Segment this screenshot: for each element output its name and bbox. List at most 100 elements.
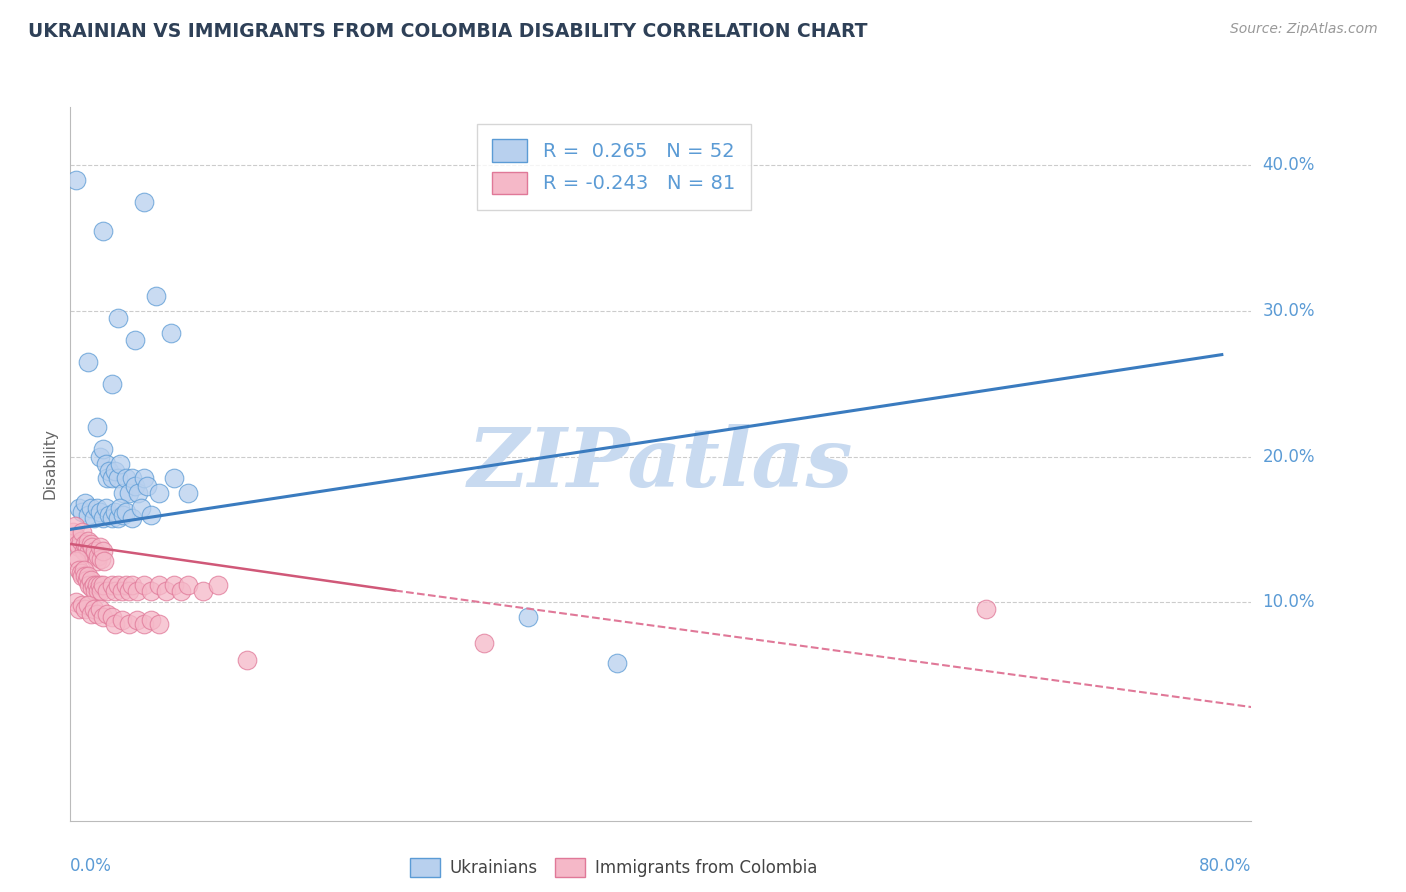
- Point: [70, 598, 93, 612]
- Point: [90, 583, 112, 598]
- Point: [86, 578, 108, 592]
- Point: [91, 442, 114, 457]
- Point: [124, 478, 146, 492]
- Point: [89, 602, 111, 616]
- Point: [125, 583, 148, 598]
- Point: [63, 519, 86, 533]
- Point: [94, 500, 117, 515]
- Point: [96, 471, 118, 485]
- Point: [80, 500, 103, 515]
- Point: [67, 500, 90, 515]
- Text: 40.0%: 40.0%: [1263, 156, 1315, 174]
- Point: [75, 496, 96, 510]
- Y-axis label: Disability: Disability: [42, 428, 58, 500]
- Text: UKRAINIAN VS IMMIGRANTS FROM COLOMBIA DISABILITY CORRELATION CHART: UKRAINIAN VS IMMIGRANTS FROM COLOMBIA DI…: [28, 22, 868, 41]
- Point: [107, 578, 129, 592]
- Point: [77, 569, 100, 583]
- Point: [75, 602, 96, 616]
- Point: [75, 537, 96, 551]
- Point: [97, 464, 120, 478]
- Point: [107, 510, 129, 524]
- Point: [87, 583, 110, 598]
- Point: [100, 578, 122, 592]
- Point: [148, 617, 170, 632]
- Point: [115, 471, 138, 485]
- Point: [77, 508, 100, 522]
- Point: [67, 602, 90, 616]
- Point: [97, 508, 120, 522]
- Point: [207, 578, 229, 592]
- Point: [104, 464, 127, 478]
- Point: [79, 578, 101, 592]
- Point: [69, 534, 91, 549]
- Point: [89, 540, 111, 554]
- Point: [605, 657, 627, 671]
- Point: [132, 471, 156, 485]
- Point: [124, 333, 146, 347]
- Text: 0.0%: 0.0%: [70, 857, 112, 875]
- Point: [80, 574, 103, 588]
- Point: [83, 510, 105, 524]
- Point: [121, 510, 143, 524]
- Point: [118, 583, 141, 598]
- Point: [66, 537, 89, 551]
- Point: [141, 613, 163, 627]
- Point: [118, 617, 141, 632]
- Point: [170, 583, 193, 598]
- Point: [107, 311, 129, 326]
- Text: 20.0%: 20.0%: [1263, 448, 1315, 466]
- Point: [83, 578, 105, 592]
- Point: [177, 578, 200, 592]
- Point: [83, 602, 105, 616]
- Point: [111, 613, 134, 627]
- Point: [83, 549, 105, 563]
- Legend: Ukrainians, Immigrants from Colombia: Ukrainians, Immigrants from Colombia: [404, 851, 824, 884]
- Point: [974, 602, 997, 616]
- Point: [163, 471, 186, 485]
- Point: [145, 289, 167, 303]
- Point: [76, 540, 98, 554]
- Point: [91, 224, 114, 238]
- Point: [86, 607, 108, 621]
- Point: [79, 544, 101, 558]
- Point: [91, 544, 114, 558]
- Text: 10.0%: 10.0%: [1263, 593, 1315, 611]
- Point: [121, 578, 143, 592]
- Point: [84, 583, 107, 598]
- Point: [104, 583, 127, 598]
- Point: [191, 583, 214, 598]
- Point: [129, 500, 152, 515]
- Point: [132, 617, 156, 632]
- Point: [67, 563, 90, 577]
- Point: [94, 457, 117, 471]
- Point: [115, 578, 138, 592]
- Point: [91, 578, 114, 592]
- Point: [89, 578, 111, 592]
- Point: [177, 486, 200, 500]
- Point: [93, 554, 115, 568]
- Point: [82, 581, 104, 595]
- Point: [110, 457, 132, 471]
- Text: 30.0%: 30.0%: [1263, 301, 1315, 320]
- Point: [82, 540, 104, 554]
- Point: [69, 566, 91, 580]
- Point: [67, 540, 90, 554]
- Point: [87, 549, 110, 563]
- Point: [76, 574, 98, 588]
- Point: [96, 583, 118, 598]
- Point: [132, 578, 156, 592]
- Point: [115, 505, 138, 519]
- Point: [75, 569, 96, 583]
- Point: [96, 607, 118, 621]
- Point: [70, 569, 93, 583]
- Point: [77, 534, 100, 549]
- Point: [159, 326, 181, 340]
- Point: [236, 653, 259, 667]
- Point: [136, 478, 159, 492]
- Point: [89, 450, 111, 464]
- Point: [91, 510, 114, 524]
- Point: [104, 617, 127, 632]
- Point: [86, 500, 108, 515]
- Point: [90, 551, 112, 566]
- Point: [121, 471, 143, 485]
